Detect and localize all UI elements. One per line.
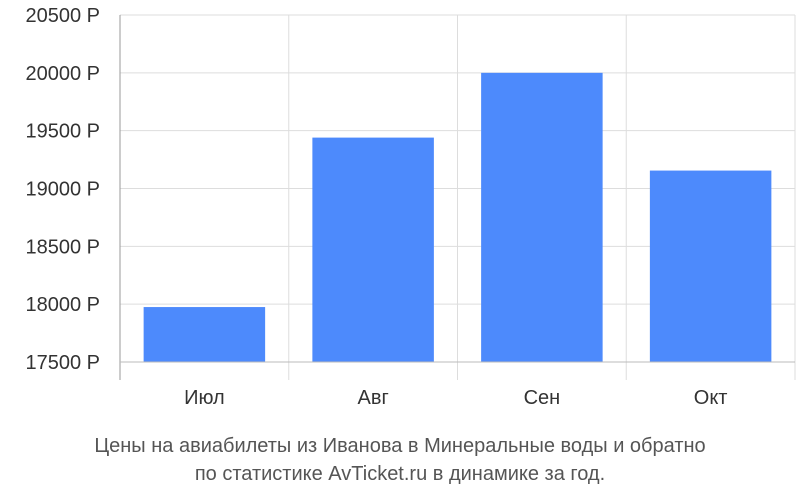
bar-2 (312, 137, 434, 362)
bar-1 (143, 307, 266, 362)
x-tick-label: Авг (357, 387, 388, 409)
bars (143, 72, 772, 362)
y-tick-label: 18000 Р (25, 294, 100, 316)
x-tick-label: Окт (694, 387, 728, 409)
y-tick-labels: 17500 Р 18000 Р 18500 Р 19000 Р 19500 Р 20000… (25, 5, 100, 374)
axes (119, 15, 795, 380)
y-tick-label: 19000 Р (25, 179, 100, 201)
y-tick-label: 17500 Р (25, 352, 100, 374)
y-tick-label: 19500 Р (25, 121, 100, 143)
y-tick-label: 20500 Р (25, 5, 100, 27)
bar-4 (649, 170, 772, 362)
x-tick-label: Сен (524, 387, 561, 409)
y-tick-label: 20000 Р (25, 63, 100, 85)
bar-3 (481, 72, 603, 362)
y-tick-label: 18500 Р (25, 236, 100, 258)
grid (120, 14, 796, 380)
x-tick-label: Июл (184, 387, 225, 409)
chart-caption-line-1: Цены на авиабилеты из Иванова в Минераль… (94, 435, 706, 457)
x-tick-labels: Июл Авг Сен Окт (184, 387, 727, 409)
bar-chart: 17500 Р 18000 Р 18500 Р 19000 Р 19500 Р 20000… (25, 5, 796, 409)
chart-caption-line-2: по статистике AvTicket.ru в динамике за … (194, 463, 606, 485)
